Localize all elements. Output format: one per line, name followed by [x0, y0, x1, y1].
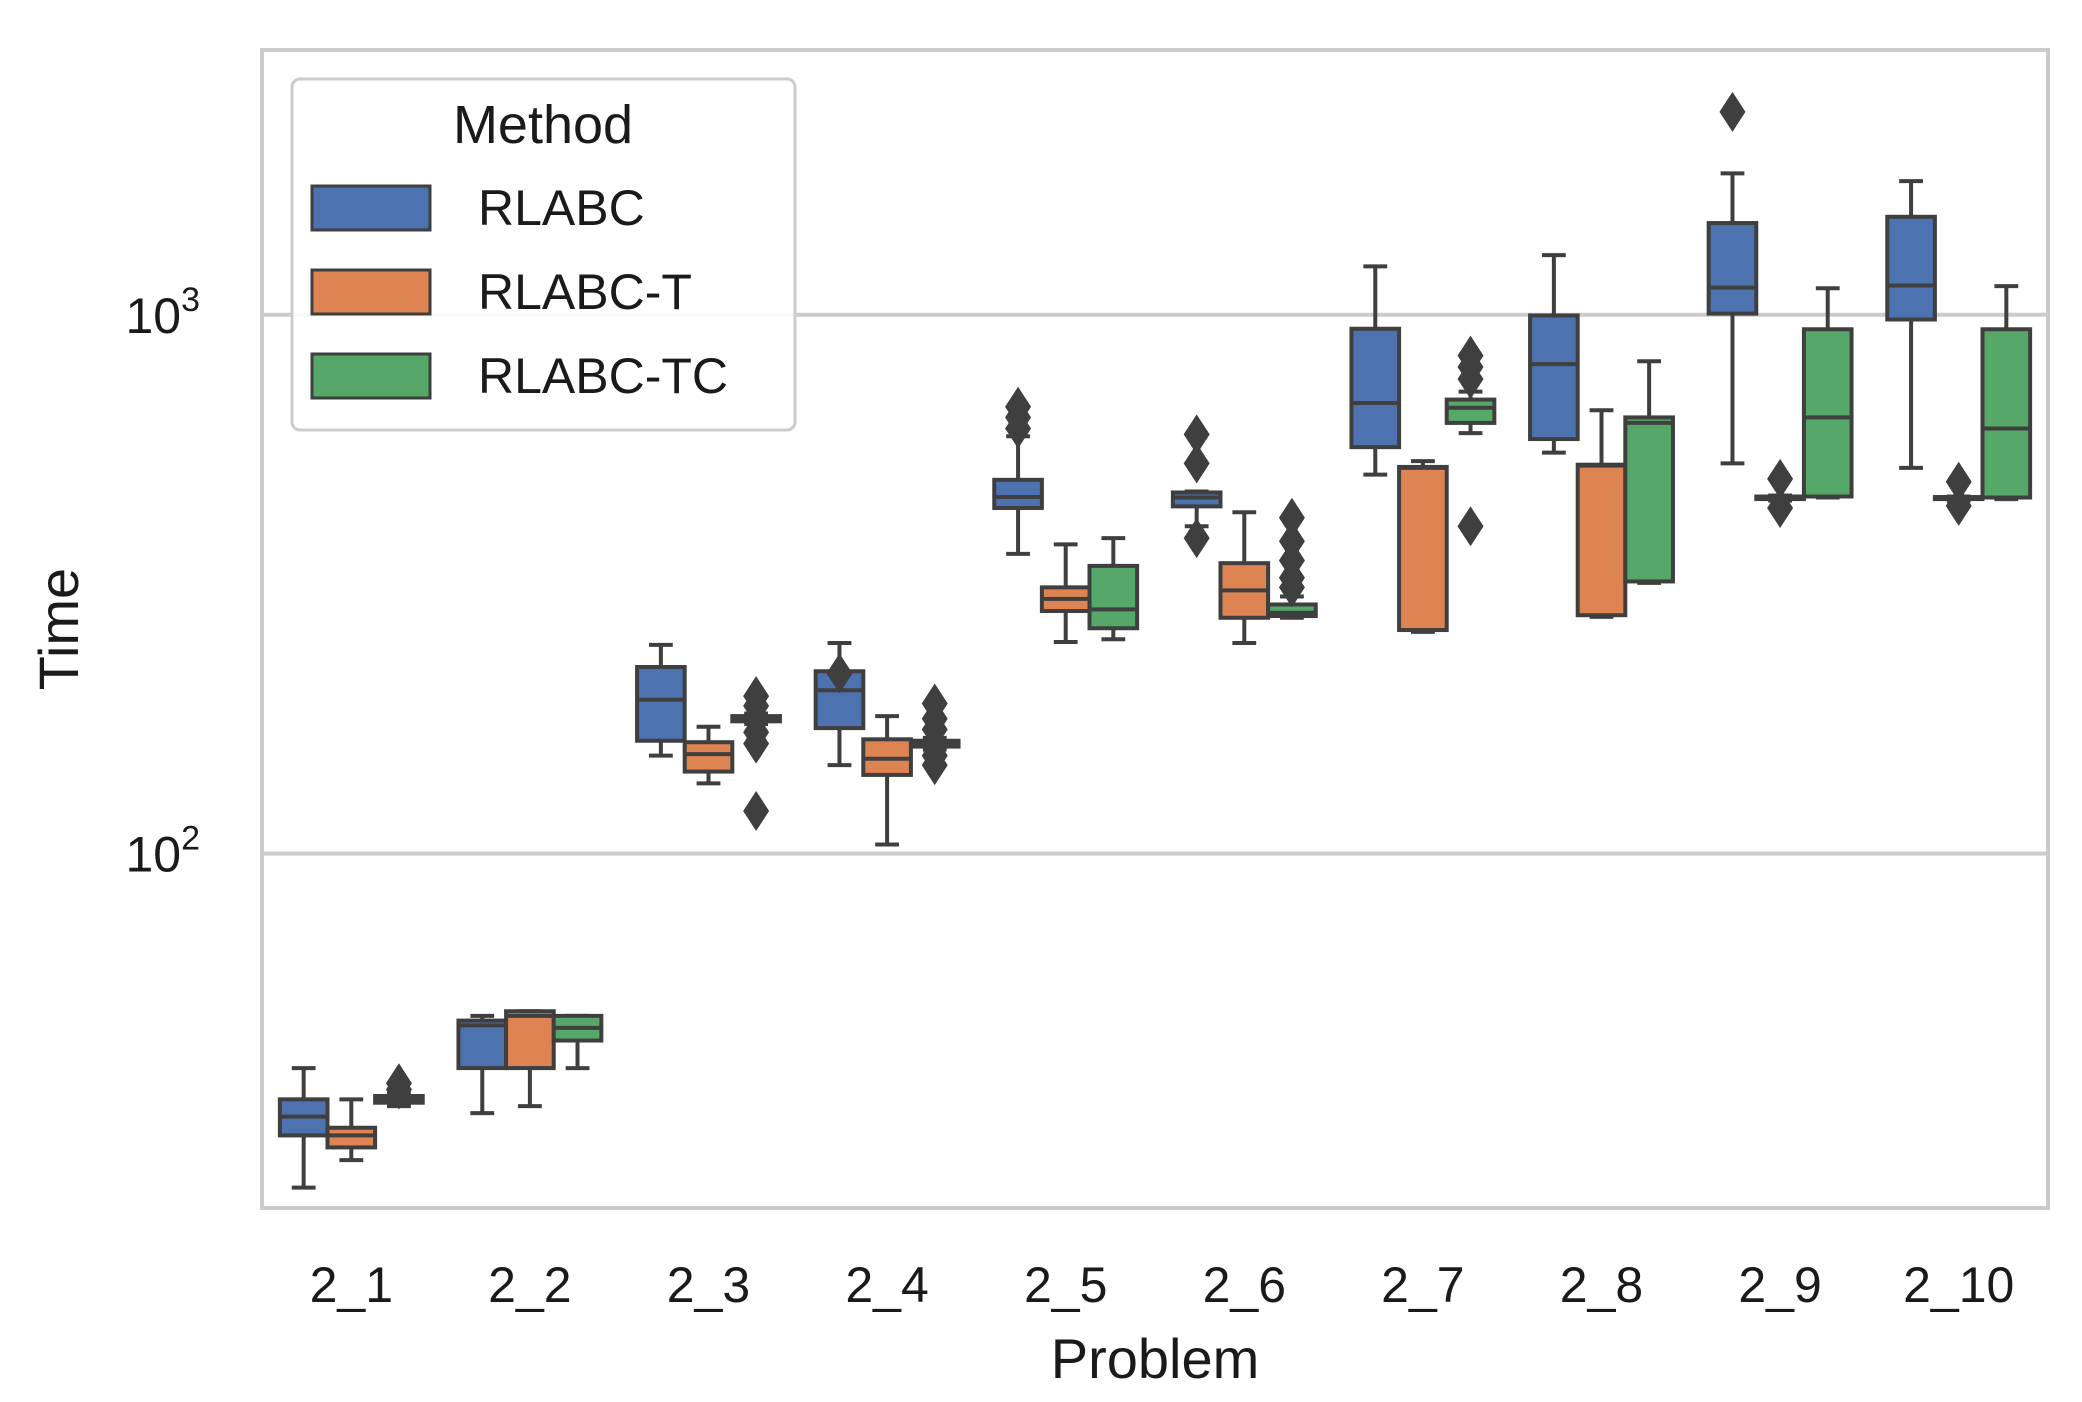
x-tick-label-2_10: 2_10 [1903, 1257, 2014, 1313]
legend-title: Method [453, 95, 633, 155]
box-RLABC-2_9 [1706, 91, 1759, 466]
box-RLABC-2_10 [1885, 179, 1937, 470]
box-iqr [635, 665, 687, 743]
box-RLABC-T-2_10 [1932, 461, 1985, 526]
box-RLABC-TC-2_9 [1801, 286, 1854, 500]
box-RLABC-T-2_4 [861, 714, 913, 847]
box-RLABC-2_6 [1170, 414, 1223, 559]
outlier-marker [1005, 386, 1032, 427]
x-tick-labels: 2_1 2_2 2_3 2_4 2_5 2_6 2_7 2_8 2_9 2_10 [310, 1257, 2015, 1313]
legend-label-RLABC-TC: RLABC-TC [478, 348, 728, 404]
legend: Method RLABC RLABC-T RLABC-TC [290, 77, 797, 432]
plot-frame [260, 48, 2050, 1210]
x-tick-label-2_1: 2_1 [310, 1257, 393, 1313]
y-tick-labels: 102 103 [125, 281, 200, 883]
boxes [277, 91, 2033, 1190]
outlier-marker [743, 790, 770, 831]
x-tick-label-2_8: 2_8 [1560, 1257, 1643, 1313]
box-RLABC-2_3 [635, 642, 687, 758]
box-iqr [682, 740, 735, 774]
legend-swatch-RLABC [310, 184, 432, 232]
x-tick-label-2_5: 2_5 [1024, 1257, 1107, 1313]
box-RLABC-TC-2_6 [1266, 497, 1318, 620]
box-RLABC-2_4 [813, 640, 866, 768]
outlier-marker [743, 676, 770, 717]
box-RLABC-TC-2_3 [730, 676, 782, 831]
legend-items: RLABC RLABC-T RLABC-TC [310, 180, 728, 404]
y-tick-label-100: 102 [125, 820, 200, 883]
legend-swatch-RLABC-T [310, 268, 432, 316]
outlier-marker [743, 712, 770, 753]
box-RLABC-TC-2_10 [1980, 284, 2033, 502]
legend-frame [290, 77, 797, 432]
box-RLABC-TC-2_4 [908, 683, 961, 786]
box-iqr [1397, 464, 1449, 633]
box-RLABC-2_5 [992, 386, 1044, 556]
outlier-marker [1457, 335, 1484, 376]
outlier-marker [1183, 518, 1210, 559]
x-axis-title: Problem [1051, 1327, 1260, 1390]
box-RLABC-2_8 [1528, 253, 1580, 455]
box-RLABC-T-2_2 [504, 1009, 556, 1109]
box-RLABC-2_7 [1349, 264, 1402, 477]
outlier-marker [1278, 497, 1305, 538]
box-RLABC-T-2_7 [1397, 459, 1449, 634]
outlier-marker [826, 653, 853, 694]
outlier-marker [1945, 485, 1972, 526]
outlier-marker [385, 1063, 412, 1104]
x-tick-label-2_4: 2_4 [845, 1257, 928, 1313]
box-iqr [992, 477, 1044, 510]
box-iqr [1444, 397, 1497, 425]
box-iqr [1801, 327, 1854, 499]
outlier-marker [1457, 506, 1484, 547]
box-RLABC-TC-2_8 [1623, 359, 1675, 585]
x-tick-label-2_2: 2_2 [488, 1257, 571, 1313]
box-RLABC-TC-2_7 [1444, 335, 1497, 547]
box-iqr [1980, 327, 2033, 500]
x-tick-label-2_6: 2_6 [1203, 1257, 1286, 1313]
outlier-marker [1183, 443, 1210, 484]
box-iqr [504, 1009, 556, 1071]
outlier-marker [1183, 414, 1210, 455]
legend-swatch-RLABC-TC [310, 352, 432, 400]
outlier-marker [921, 683, 948, 724]
legend-label-RLABC-T: RLABC-T [478, 264, 692, 320]
box-RLABC-TC-2_1 [373, 1063, 425, 1110]
box-iqr [1087, 563, 1140, 631]
box-iqr [1349, 326, 1402, 450]
box-iqr [1575, 462, 1628, 618]
x-tick-label-2_7: 2_7 [1381, 1257, 1464, 1313]
box-RLABC-2_1 [277, 1066, 330, 1190]
box-RLABC-T-2_6 [1218, 510, 1271, 645]
box-iqr [1528, 313, 1580, 442]
outlier-marker [1719, 91, 1746, 132]
outlier-marker [1278, 521, 1305, 562]
box-RLABC-T-2_1 [325, 1097, 378, 1163]
box-iqr [456, 1018, 509, 1071]
box-RLABC-TC-2_2 [551, 1013, 604, 1071]
outlier-marker [1945, 461, 1972, 502]
box-iqr [1623, 415, 1675, 584]
outlier-marker [1767, 487, 1794, 528]
x-tick-label-2_3: 2_3 [667, 1257, 750, 1313]
outlier-marker [921, 735, 948, 776]
box-iqr [1885, 214, 1937, 322]
box-iqr [1706, 221, 1759, 316]
box-RLABC-TC-2_5 [1087, 536, 1140, 642]
box-RLABC-T-2_3 [682, 724, 735, 786]
box-iqr [325, 1125, 378, 1150]
y-tick-label-1000: 103 [125, 281, 200, 344]
y-axis-title: Time [27, 568, 90, 690]
x-tick-label-2_9: 2_9 [1738, 1257, 1821, 1313]
legend-label-RLABC: RLABC [478, 180, 645, 236]
outlier-marker [1767, 458, 1794, 499]
